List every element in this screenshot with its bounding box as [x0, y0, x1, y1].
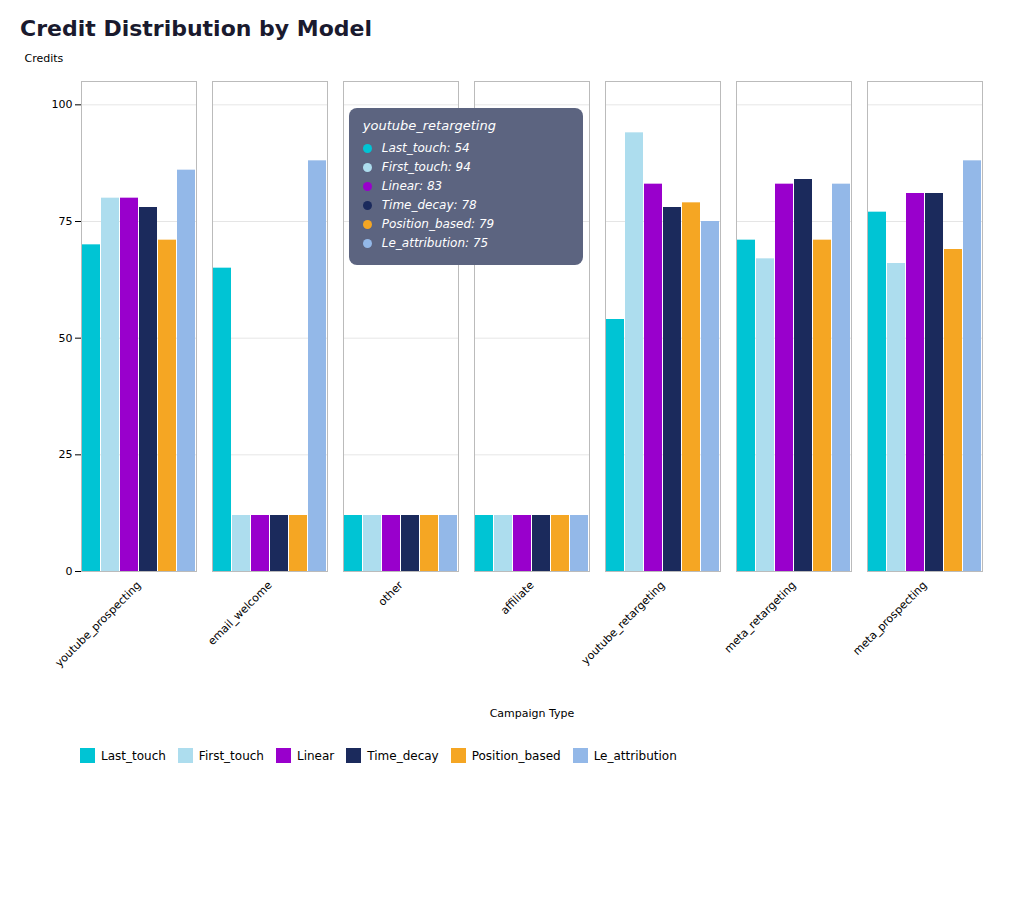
svg-text:Credits: Credits — [25, 52, 64, 65]
html-text:youtube_retargeting: youtube_retargeting — [362, 118, 496, 134]
html-text:First_touch: 94: First_touch: 94 — [381, 160, 471, 175]
svg-text:100: 100 — [52, 98, 73, 111]
svg-text:Campaign Type: Campaign Type — [490, 707, 575, 720]
html-text:Linear: 83: Linear: 83 — [381, 179, 443, 194]
html-text:Time_decay: Time_decay — [367, 748, 439, 763]
svg-text:email_welcome: email_welcome — [205, 579, 274, 648]
svg-text:youtube_retargeting: youtube_retargeting — [579, 579, 668, 668]
svg-text:youtube_prospecting: youtube_prospecting — [53, 579, 144, 670]
html-text:Last_touch: 54: Last_touch: 54 — [381, 141, 470, 156]
svg-text:meta_prospecting: meta_prospecting — [850, 579, 929, 658]
html-text:Last_touch: Last_touch — [101, 748, 166, 763]
html-text:Credit Distribution by Model: Credit Distribution by Model — [20, 16, 373, 41]
svg-text:other: other — [376, 578, 406, 608]
html-text:Position_based: Position_based — [471, 748, 561, 763]
html-text:Position_based: 79: Position_based: 79 — [381, 217, 495, 232]
html-text:Time_decay: 78: Time_decay: 78 — [381, 198, 477, 213]
svg-text:50: 50 — [59, 332, 73, 345]
svg-text:75: 75 — [59, 215, 73, 228]
html-text:Le_attribution: Le_attribution — [593, 748, 677, 763]
html-text:First_touch: First_touch — [198, 748, 264, 763]
svg-text:25: 25 — [59, 448, 73, 461]
svg-text:0: 0 — [66, 565, 73, 578]
svg-text:meta_retargeting: meta_retargeting — [722, 579, 799, 656]
svg-text:affiliate: affiliate — [498, 579, 537, 618]
html-text:Linear: Linear — [297, 748, 335, 763]
html-text:Le_attribution: 75: Le_attribution: 75 — [381, 236, 489, 251]
